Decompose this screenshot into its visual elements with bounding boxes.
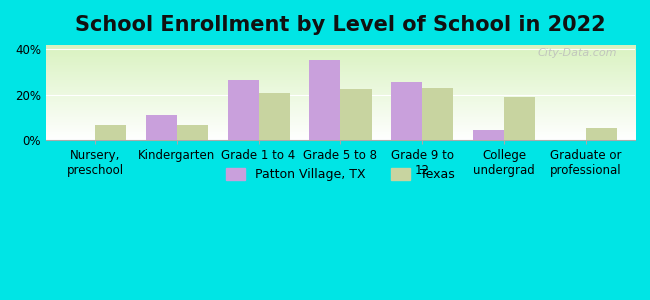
Title: School Enrollment by Level of School in 2022: School Enrollment by Level of School in …: [75, 15, 606, 35]
Bar: [259, 92, 290, 140]
Bar: [95, 125, 126, 140]
Bar: [146, 115, 177, 140]
Bar: [341, 89, 372, 140]
Bar: [422, 88, 453, 140]
Bar: [504, 97, 535, 140]
Legend: Patton Village, TX, Texas: Patton Village, TX, Texas: [222, 164, 460, 186]
Bar: [473, 130, 504, 140]
Bar: [227, 80, 259, 140]
Text: City-Data.com: City-Data.com: [538, 48, 618, 58]
Bar: [586, 128, 617, 140]
Bar: [309, 60, 341, 140]
Bar: [391, 82, 423, 140]
Bar: [177, 125, 208, 140]
